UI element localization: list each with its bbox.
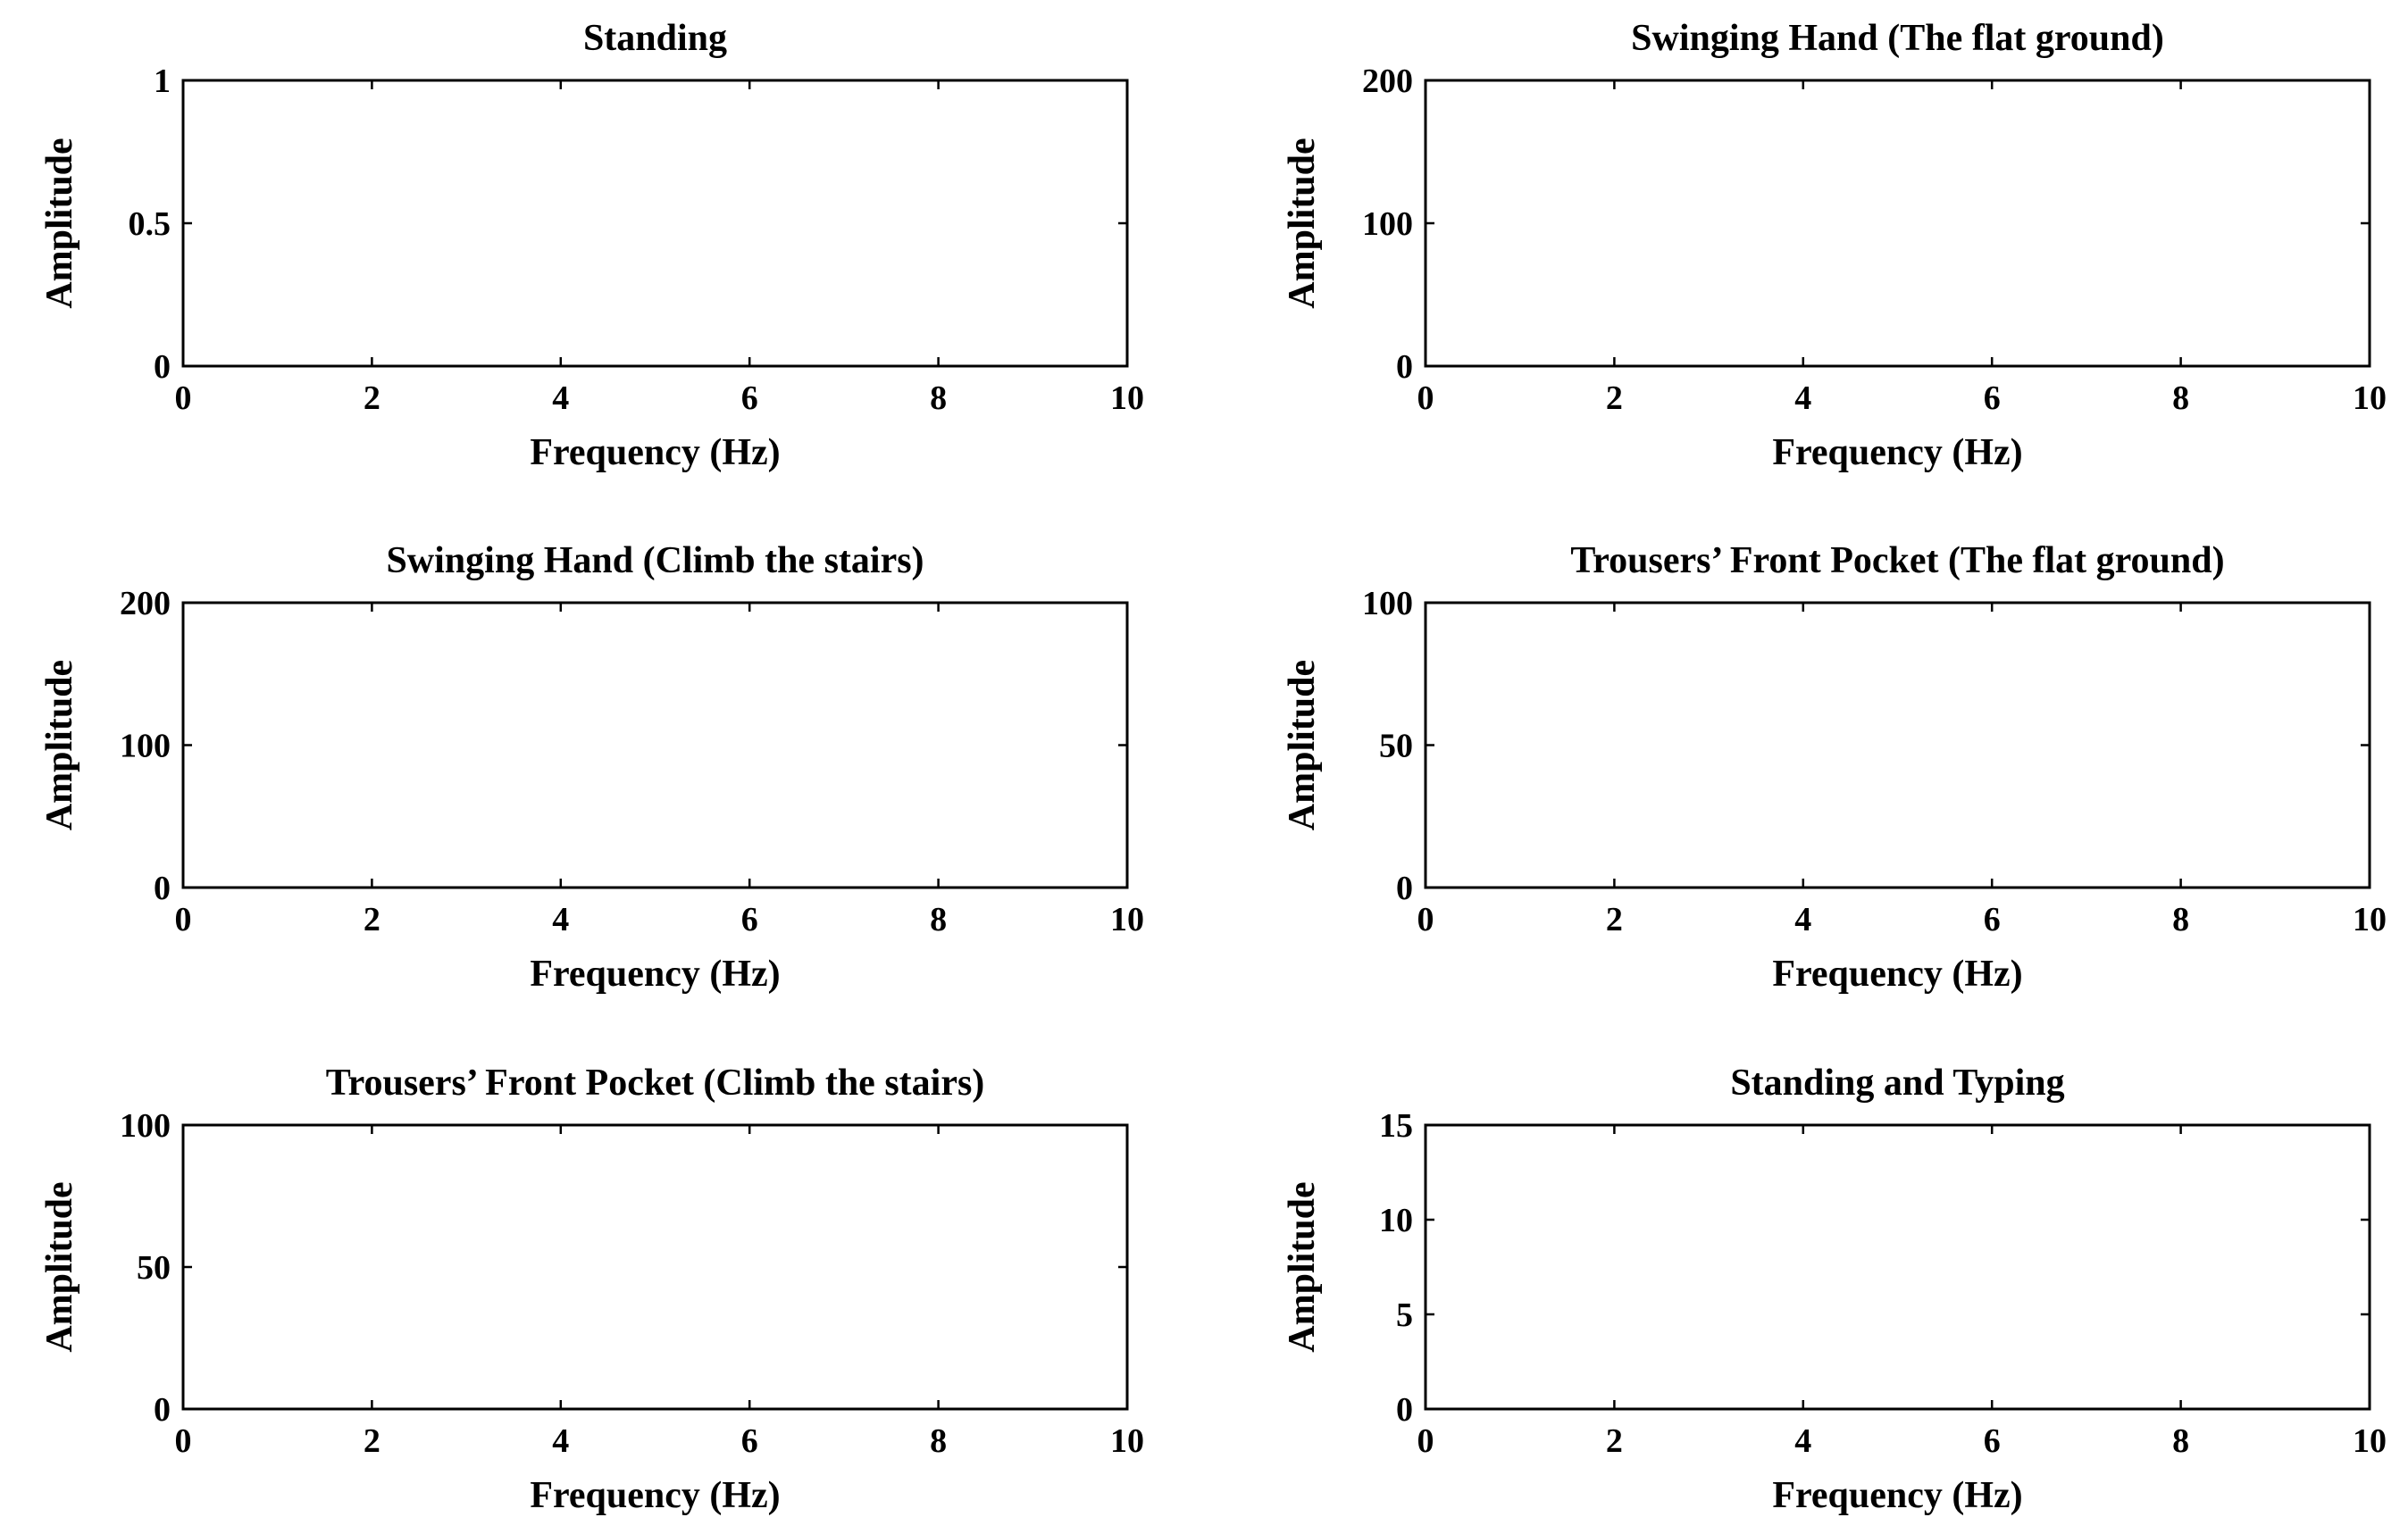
chart-4-x-axis-label: Frequency (Hz) (1772, 954, 2022, 995)
chart-3-x-tick-label: 4 (552, 901, 569, 938)
chart-6-y-tick-label: 0 (1396, 1391, 1413, 1429)
chart-5-x-tick-label: 8 (930, 1422, 947, 1460)
chart-3-x-tick-label: 10 (1110, 901, 1144, 938)
chart-6-x-tick-label: 2 (1606, 1422, 1623, 1460)
chart-6-y-tick-label: 10 (1379, 1202, 1413, 1239)
chart-2-title: Swinging Hand (The flat ground) (1631, 18, 2164, 59)
chart-5-x-tick-label: 4 (552, 1422, 569, 1460)
chart-5-y-tick-label: 100 (120, 1107, 171, 1145)
chart-4-title: Trousers’ Front Pocket (The flat ground) (1570, 540, 2224, 581)
chart-2-y-tick-label: 0 (1396, 348, 1413, 386)
chart-6: 0 2 4 6 8 10 0 5 10 15 Standing and Typing Frequenc… (1282, 1063, 2387, 1516)
chart-1-x-tick-label: 2 (364, 379, 380, 417)
chart-3-y-tick-label: 100 (120, 728, 171, 765)
chart-3-title: Swinging Hand (Climb the stairs) (386, 540, 924, 581)
chart-4-x-tick-label: 2 (1606, 901, 1623, 938)
chart-5-x-tick-label: 6 (741, 1422, 758, 1460)
chart-1-title: Standing (583, 18, 727, 59)
chart-5-y-axis-label: Amplitude (39, 1181, 80, 1352)
chart-4-x-tick-label: 0 (1417, 901, 1434, 938)
chart-2-x-tick-label: 6 (1984, 379, 2001, 417)
chart-6-x-tick-label: 4 (1794, 1422, 1811, 1460)
chart-6-title: Standing and Typing (1730, 1063, 2064, 1104)
chart-3-x-tick-label: 2 (364, 901, 380, 938)
chart-5-x-tick-label: 10 (1110, 1422, 1144, 1460)
chart-4-x-tick-label: 8 (2172, 901, 2189, 938)
chart-4-axes-frame (1424, 601, 2371, 889)
chart-2-axes-frame (1424, 79, 2371, 368)
chart-3-x-tick-label: 8 (930, 901, 947, 938)
chart-5-x-tick-label: 0 (175, 1422, 192, 1460)
chart-3-axes-frame (181, 601, 1129, 889)
chart-1-x-tick-label: 6 (741, 379, 758, 417)
chart-2-x-tick-label: 2 (1606, 379, 1623, 417)
chart-1-y-axis-label: Amplitude (39, 138, 80, 308)
chart-4-x-tick-label: 6 (1984, 901, 2001, 938)
chart-2-x-tick-label: 0 (1417, 379, 1434, 417)
chart-3-y-axis-label: Amplitude (39, 660, 80, 830)
chart-2-x-axis-label: Frequency (Hz) (1772, 432, 2022, 473)
chart-1-x-axis-label: Frequency (Hz) (530, 432, 780, 473)
chart-4-y-tick-label: 100 (1362, 585, 1413, 622)
chart-1-y-tick-label: 1 (154, 63, 171, 100)
chart-5-axes-frame (181, 1123, 1129, 1411)
chart-4-x-tick-label: 10 (2353, 901, 2387, 938)
chart-6-x-tick-label: 10 (2353, 1422, 2387, 1460)
chart-2-y-tick-label: 100 (1362, 205, 1413, 243)
chart-2-x-tick-label: 4 (1794, 379, 1811, 417)
chart-5-title: Trousers’ Front Pocket (Climb the stairs… (326, 1063, 985, 1104)
chart-5-x-axis-label: Frequency (Hz) (530, 1475, 780, 1516)
chart-1-x-tick-label: 4 (552, 379, 569, 417)
chart-3-x-axis-label: Frequency (Hz) (530, 954, 780, 995)
chart-1-axes-frame (181, 79, 1129, 368)
chart-3-x-tick-label: 0 (175, 901, 192, 938)
chart-1-x-tick-label: 10 (1110, 379, 1144, 417)
chart-6-x-tick-label: 0 (1417, 1422, 1434, 1460)
chart-6-y-tick-label: 15 (1379, 1107, 1413, 1145)
chart-1-y-tick-label: 0.5 (129, 205, 171, 243)
chart-2-x-tick-label: 8 (2172, 379, 2189, 417)
chart-3-y-tick-label: 200 (120, 585, 171, 622)
chart-1-y-tick-label: 0 (154, 348, 171, 386)
chart-3-x-tick-label: 6 (741, 901, 758, 938)
chart-1-x-tick-label: 0 (175, 379, 192, 417)
chart-5-x-tick-label: 2 (364, 1422, 380, 1460)
chart-4-y-tick-label: 50 (1379, 728, 1413, 765)
chart-6-x-axis-label: Frequency (Hz) (1772, 1475, 2022, 1516)
chart-6-y-axis-label: Amplitude (1282, 1181, 1323, 1352)
chart-1: 0 2 4 6 8 10 0 0.5 1 Standing Frequency (Hz) Amplit… (39, 18, 1144, 473)
chart-3-y-tick-label: 0 (154, 870, 171, 907)
chart-5-y-tick-label: 50 (137, 1249, 171, 1287)
chart-6-axes-frame (1424, 1123, 2371, 1411)
chart-6-x-tick-label: 6 (1984, 1422, 2001, 1460)
chart-6-y-tick-label: 5 (1396, 1296, 1413, 1334)
chart-4-y-axis-label: Amplitude (1282, 660, 1323, 830)
chart-5-y-tick-label: 0 (154, 1391, 171, 1429)
chart-6-x-tick-label: 8 (2172, 1422, 2189, 1460)
chart-2-y-tick-label: 200 (1362, 63, 1413, 100)
chart-2-y-axis-label: Amplitude (1282, 138, 1323, 308)
chart-1-x-tick-label: 8 (930, 379, 947, 417)
chart-4-y-tick-label: 0 (1396, 870, 1413, 907)
chart-2-x-tick-label: 10 (2353, 379, 2387, 417)
chart-4-x-tick-label: 4 (1794, 901, 1811, 938)
